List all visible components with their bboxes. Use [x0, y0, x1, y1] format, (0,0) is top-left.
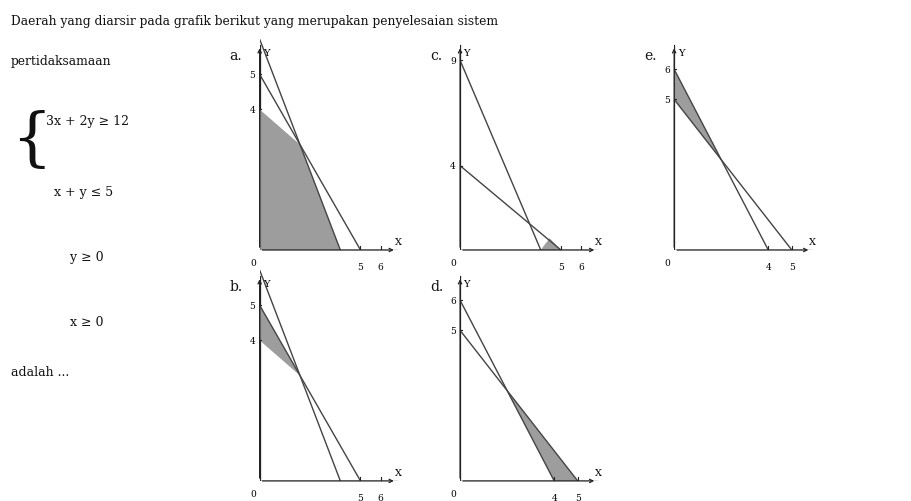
Text: 4: 4 [450, 162, 456, 171]
Text: 6: 6 [378, 492, 384, 501]
Polygon shape [541, 238, 561, 250]
Text: 0: 0 [251, 489, 256, 498]
Text: 5: 5 [664, 96, 670, 105]
Text: Y: Y [464, 279, 470, 288]
Text: 5: 5 [250, 71, 255, 80]
Text: a.: a. [230, 49, 242, 63]
Text: b.: b. [230, 279, 242, 293]
Text: 5: 5 [789, 262, 794, 271]
Text: 5: 5 [250, 301, 255, 310]
Text: 6: 6 [450, 296, 456, 305]
Text: 6: 6 [378, 262, 384, 271]
Text: Daerah yang diarsir pada grafik berikut yang merupakan penyelesaian sistem: Daerah yang diarsir pada grafik berikut … [11, 15, 498, 28]
Text: c.: c. [430, 49, 442, 63]
Text: 4: 4 [765, 262, 771, 271]
Text: X: X [595, 468, 602, 477]
Text: x + y ≤ 5: x + y ≤ 5 [46, 185, 113, 198]
Text: Y: Y [678, 49, 684, 58]
Polygon shape [507, 391, 578, 481]
Text: 5: 5 [558, 262, 564, 271]
Text: 0: 0 [451, 259, 456, 268]
Text: 3x + 2y ≥ 12: 3x + 2y ≥ 12 [46, 115, 128, 128]
Polygon shape [674, 70, 722, 160]
Text: Y: Y [263, 49, 270, 58]
Text: 4: 4 [551, 492, 557, 501]
Text: adalah ...: adalah ... [11, 366, 69, 379]
Text: y ≥ 0: y ≥ 0 [46, 250, 103, 264]
Text: 5: 5 [357, 262, 363, 271]
Polygon shape [260, 306, 300, 376]
Text: 0: 0 [665, 259, 670, 268]
Text: Y: Y [263, 279, 270, 288]
Text: 6: 6 [578, 262, 584, 271]
Text: 4: 4 [250, 106, 255, 115]
Text: d.: d. [430, 279, 444, 293]
Text: 5: 5 [357, 492, 363, 501]
Text: pertidaksamaan: pertidaksamaan [11, 55, 111, 68]
Text: 5: 5 [575, 492, 580, 501]
Text: e.: e. [644, 49, 657, 63]
Text: {: { [11, 110, 52, 171]
Text: X: X [394, 237, 402, 246]
Polygon shape [260, 110, 341, 250]
Text: X: X [595, 237, 602, 246]
Text: Y: Y [464, 49, 470, 58]
Text: X: X [394, 468, 402, 477]
Text: X: X [809, 237, 816, 246]
Text: 9: 9 [450, 57, 456, 66]
Text: 5: 5 [450, 326, 456, 335]
Text: 0: 0 [451, 489, 456, 498]
Text: 4: 4 [250, 336, 255, 345]
Text: 6: 6 [664, 66, 670, 75]
Text: 0: 0 [251, 259, 256, 268]
Text: x ≥ 0: x ≥ 0 [46, 316, 103, 329]
